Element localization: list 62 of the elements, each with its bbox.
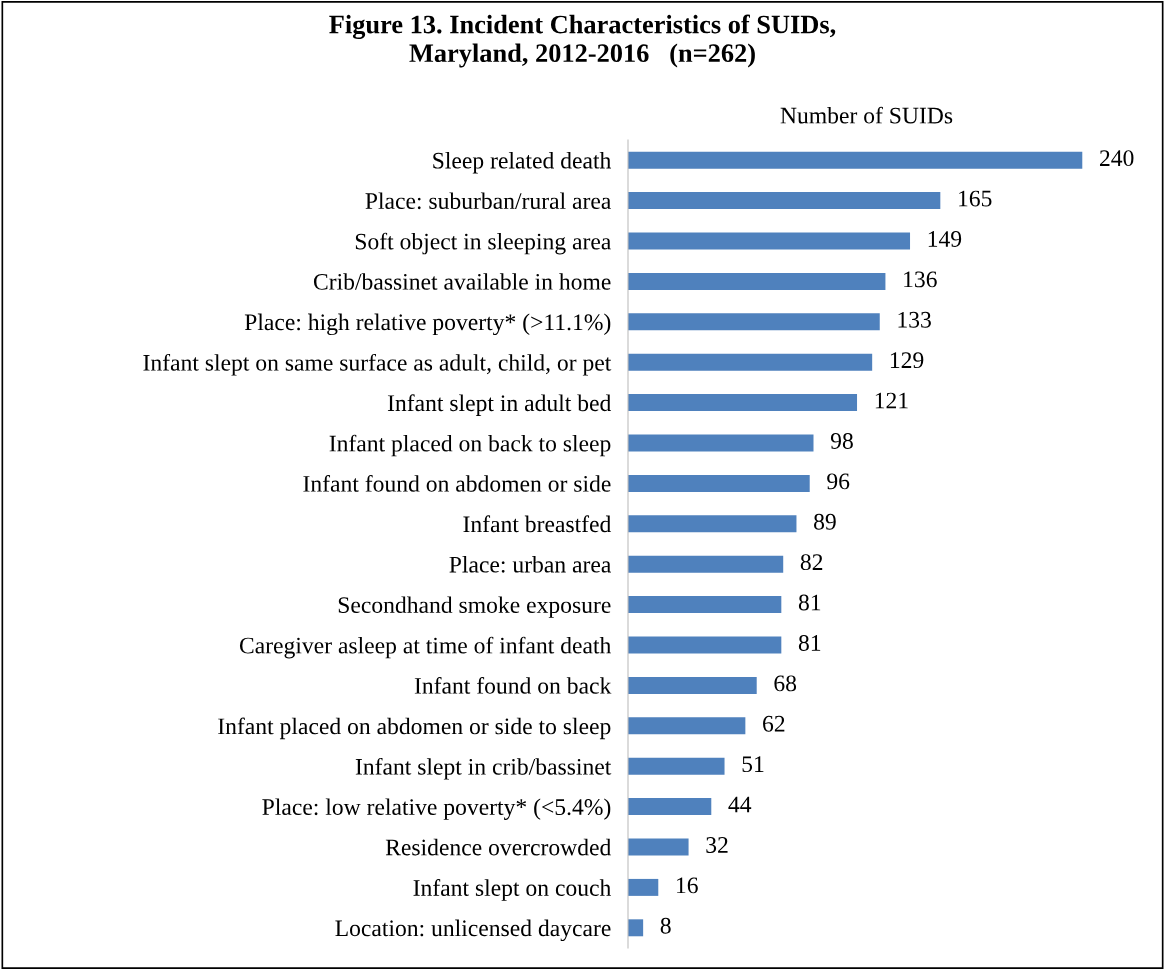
data-label: 136	[904, 271, 937, 288]
y-tick-label: Crib/bassinet available in home	[313, 273, 611, 290]
bar	[628, 394, 858, 412]
y-tick-label: Place: low relative poverty* (<5.4%)	[262, 798, 611, 820]
data-label: 81	[798, 634, 821, 651]
bar	[628, 676, 757, 694]
y-tick-label: Infant breastfed	[463, 515, 612, 533]
bar	[628, 353, 873, 371]
bar	[628, 919, 644, 937]
data-label: 133	[898, 311, 931, 328]
y-tick-label: Place: high relative poverty* (>11.1%)	[244, 313, 611, 336]
bar	[628, 151, 1083, 169]
y-tick-label: Infant slept on same surface as adult, child, or pet	[143, 353, 612, 376]
data-label: 121	[875, 392, 908, 409]
bar	[628, 596, 782, 614]
data-label: 81	[798, 594, 821, 611]
data-label: 129	[890, 352, 924, 369]
data-label: 62	[763, 715, 785, 732]
bar	[628, 798, 712, 816]
data-label: 96	[827, 473, 850, 490]
data-label: 44	[728, 796, 752, 813]
data-label: 16	[677, 877, 698, 894]
y-tick-label: Infant placed on back to sleep	[329, 434, 611, 457]
data-label: 51	[742, 756, 764, 773]
data-label: 149	[928, 231, 962, 247]
bar	[628, 474, 810, 492]
bar	[628, 192, 941, 210]
data-label: 32	[706, 837, 728, 853]
bar	[628, 232, 911, 250]
chart-title: Figure 13. Incident Characteristics of SUIDs, Maryland, 2012-2016 (n=262)	[329, 14, 836, 68]
data-label: 68	[774, 675, 797, 692]
y-tick-label: Infant slept in adult bed	[387, 394, 612, 416]
x-axis-title: Number of SUIDs	[780, 106, 953, 124]
bar	[628, 878, 659, 896]
bar	[628, 757, 725, 775]
data-label: 8	[660, 917, 671, 934]
y-tick-label: Caregiver asleep at time of infant death	[239, 636, 612, 659]
y-tick-label: Infant found on abdomen or side	[303, 474, 611, 492]
bar	[628, 555, 784, 573]
data-label: 98	[830, 432, 853, 449]
y-tick-label: Infant slept in crib/bassinet	[355, 757, 612, 780]
y-tick-label: Infant slept on couch	[413, 879, 612, 901]
y-tick-label: Place: urban area	[449, 556, 611, 573]
data-label: 89	[814, 513, 836, 530]
y-tick-label: Residence overcrowded	[385, 838, 612, 856]
bar	[628, 272, 886, 290]
bar	[628, 434, 814, 452]
y-tick-label: Infant found on back	[414, 676, 612, 694]
data-label: 240	[1099, 150, 1134, 167]
y-tick-label: Infant placed on abdomen or side to sleep	[218, 717, 611, 740]
y-tick-label: Secondhand smoke exposure	[338, 596, 611, 618]
y-tick-label: Location: unlicensed daycare	[335, 919, 611, 942]
y-tick-label: Sleep related death	[433, 152, 612, 174]
bar	[628, 717, 746, 735]
data-label: 82	[800, 554, 823, 571]
bar	[628, 313, 880, 331]
y-tick-label: Soft object in sleeping area	[355, 232, 612, 255]
bar	[628, 636, 782, 654]
data-label: 165	[959, 190, 992, 207]
bar	[628, 515, 797, 533]
bar	[628, 838, 689, 856]
y-tick-label: Place: suburban/rural area	[365, 192, 611, 210]
